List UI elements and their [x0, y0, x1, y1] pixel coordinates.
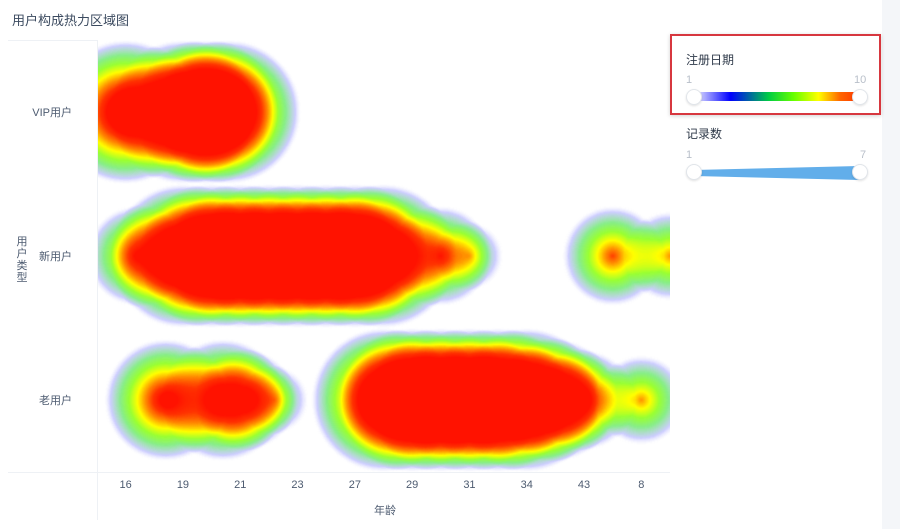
color-legend-highlight	[670, 34, 881, 115]
color-legend-min: 1	[686, 74, 693, 86]
y-category-label: 新用户	[39, 251, 72, 263]
x-tick-label: 31	[463, 479, 476, 491]
y-category-label: VIP用户	[32, 107, 72, 119]
x-tick-label: 8	[638, 479, 645, 491]
x-tick-label: 29	[406, 479, 419, 491]
x-tick-label: 23	[291, 479, 304, 491]
size-legend-wedge	[694, 166, 859, 180]
size-legend-min: 1	[686, 149, 693, 161]
size-legend-min-handle[interactable]	[686, 164, 702, 180]
x-tick-label: 43	[577, 479, 591, 491]
color-legend-max: 10	[854, 74, 867, 86]
x-axis-title: 年龄	[374, 505, 396, 517]
color-legend-max-handle[interactable]	[852, 89, 868, 105]
x-axis-line	[8, 472, 670, 473]
chart-title: 用户构成热力区域图	[12, 13, 130, 28]
x-tick-label: 21	[234, 479, 247, 491]
page-scroll-gutter	[882, 0, 900, 529]
size-legend-max-handle[interactable]	[852, 164, 868, 180]
x-tick-label: 16	[119, 479, 132, 491]
y-category-label: 老用户	[39, 395, 72, 407]
x-tick-label: 34	[520, 479, 533, 491]
heatmap-canvas	[97, 40, 670, 472]
y-axis-line	[97, 40, 98, 520]
color-legend-title: 注册日期	[686, 53, 735, 67]
heatmap-plot-area[interactable]	[97, 40, 670, 472]
y-axis-title: 用户类型	[16, 236, 28, 284]
size-legend-max: 7	[860, 149, 867, 161]
color-legend-min-handle[interactable]	[686, 89, 702, 105]
size-legend-title: 记录数	[686, 127, 723, 141]
x-tick-label: 19	[176, 479, 190, 491]
x-tick-label: 27	[348, 479, 361, 491]
color-legend-gradient	[694, 92, 860, 101]
